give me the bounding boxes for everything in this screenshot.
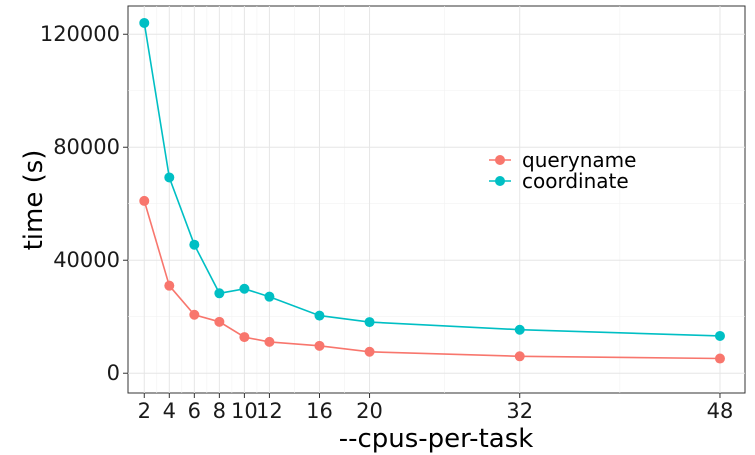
x-tick-label: 12 xyxy=(256,399,283,423)
y-tick-label: 40000 xyxy=(53,248,120,272)
data-point-coordinate xyxy=(514,324,525,335)
data-point-coordinate xyxy=(214,288,225,299)
data-point-coordinate xyxy=(314,310,325,321)
x-tick-label: 20 xyxy=(356,399,383,423)
data-point-coordinate xyxy=(364,317,375,328)
legend-label: queryname xyxy=(522,148,636,172)
x-tick-label: 6 xyxy=(188,399,201,423)
x-tick-label: 10 xyxy=(231,399,258,423)
data-point-coordinate xyxy=(139,17,150,28)
x-tick-label: 16 xyxy=(306,399,333,423)
data-point-queryname xyxy=(164,280,175,291)
series-line-coordinate xyxy=(143,22,721,337)
x-tick-label: 32 xyxy=(506,399,533,423)
x-tick-label: 48 xyxy=(707,399,734,423)
data-point-coordinate xyxy=(239,283,250,294)
series-line-queryname xyxy=(143,200,721,360)
x-tick-label: 4 xyxy=(163,399,176,423)
plot-panel xyxy=(127,5,746,394)
y-tick-label: 120000 xyxy=(40,22,120,46)
data-point-queryname xyxy=(239,332,250,343)
legend-key-point xyxy=(495,176,505,186)
data-point-queryname xyxy=(139,195,150,206)
legend-label: coordinate xyxy=(522,169,629,193)
data-point-coordinate xyxy=(189,239,200,250)
y-axis-ticks: 0 40000 80000 120000 xyxy=(40,22,128,385)
data-point-queryname xyxy=(314,340,325,351)
data-point-queryname xyxy=(364,346,375,357)
series-layer xyxy=(139,17,725,364)
y-axis-title: time (s) xyxy=(19,150,49,251)
data-point-queryname xyxy=(189,309,200,320)
data-point-queryname xyxy=(264,336,275,347)
x-tick-label: 2 xyxy=(138,399,151,423)
x-tick-label: 8 xyxy=(213,399,226,423)
y-tick-label: 80000 xyxy=(53,135,120,159)
y-tick-label: 0 xyxy=(107,361,120,385)
data-point-coordinate xyxy=(264,291,275,302)
data-point-queryname xyxy=(214,316,225,327)
data-point-queryname xyxy=(514,351,525,362)
data-point-coordinate xyxy=(164,172,175,183)
data-point-coordinate xyxy=(714,330,725,341)
minor-gridlines xyxy=(128,6,745,393)
data-point-queryname xyxy=(714,353,725,364)
x-axis-title: --cpus-per-task xyxy=(339,424,534,454)
legend-key-point xyxy=(495,155,505,165)
